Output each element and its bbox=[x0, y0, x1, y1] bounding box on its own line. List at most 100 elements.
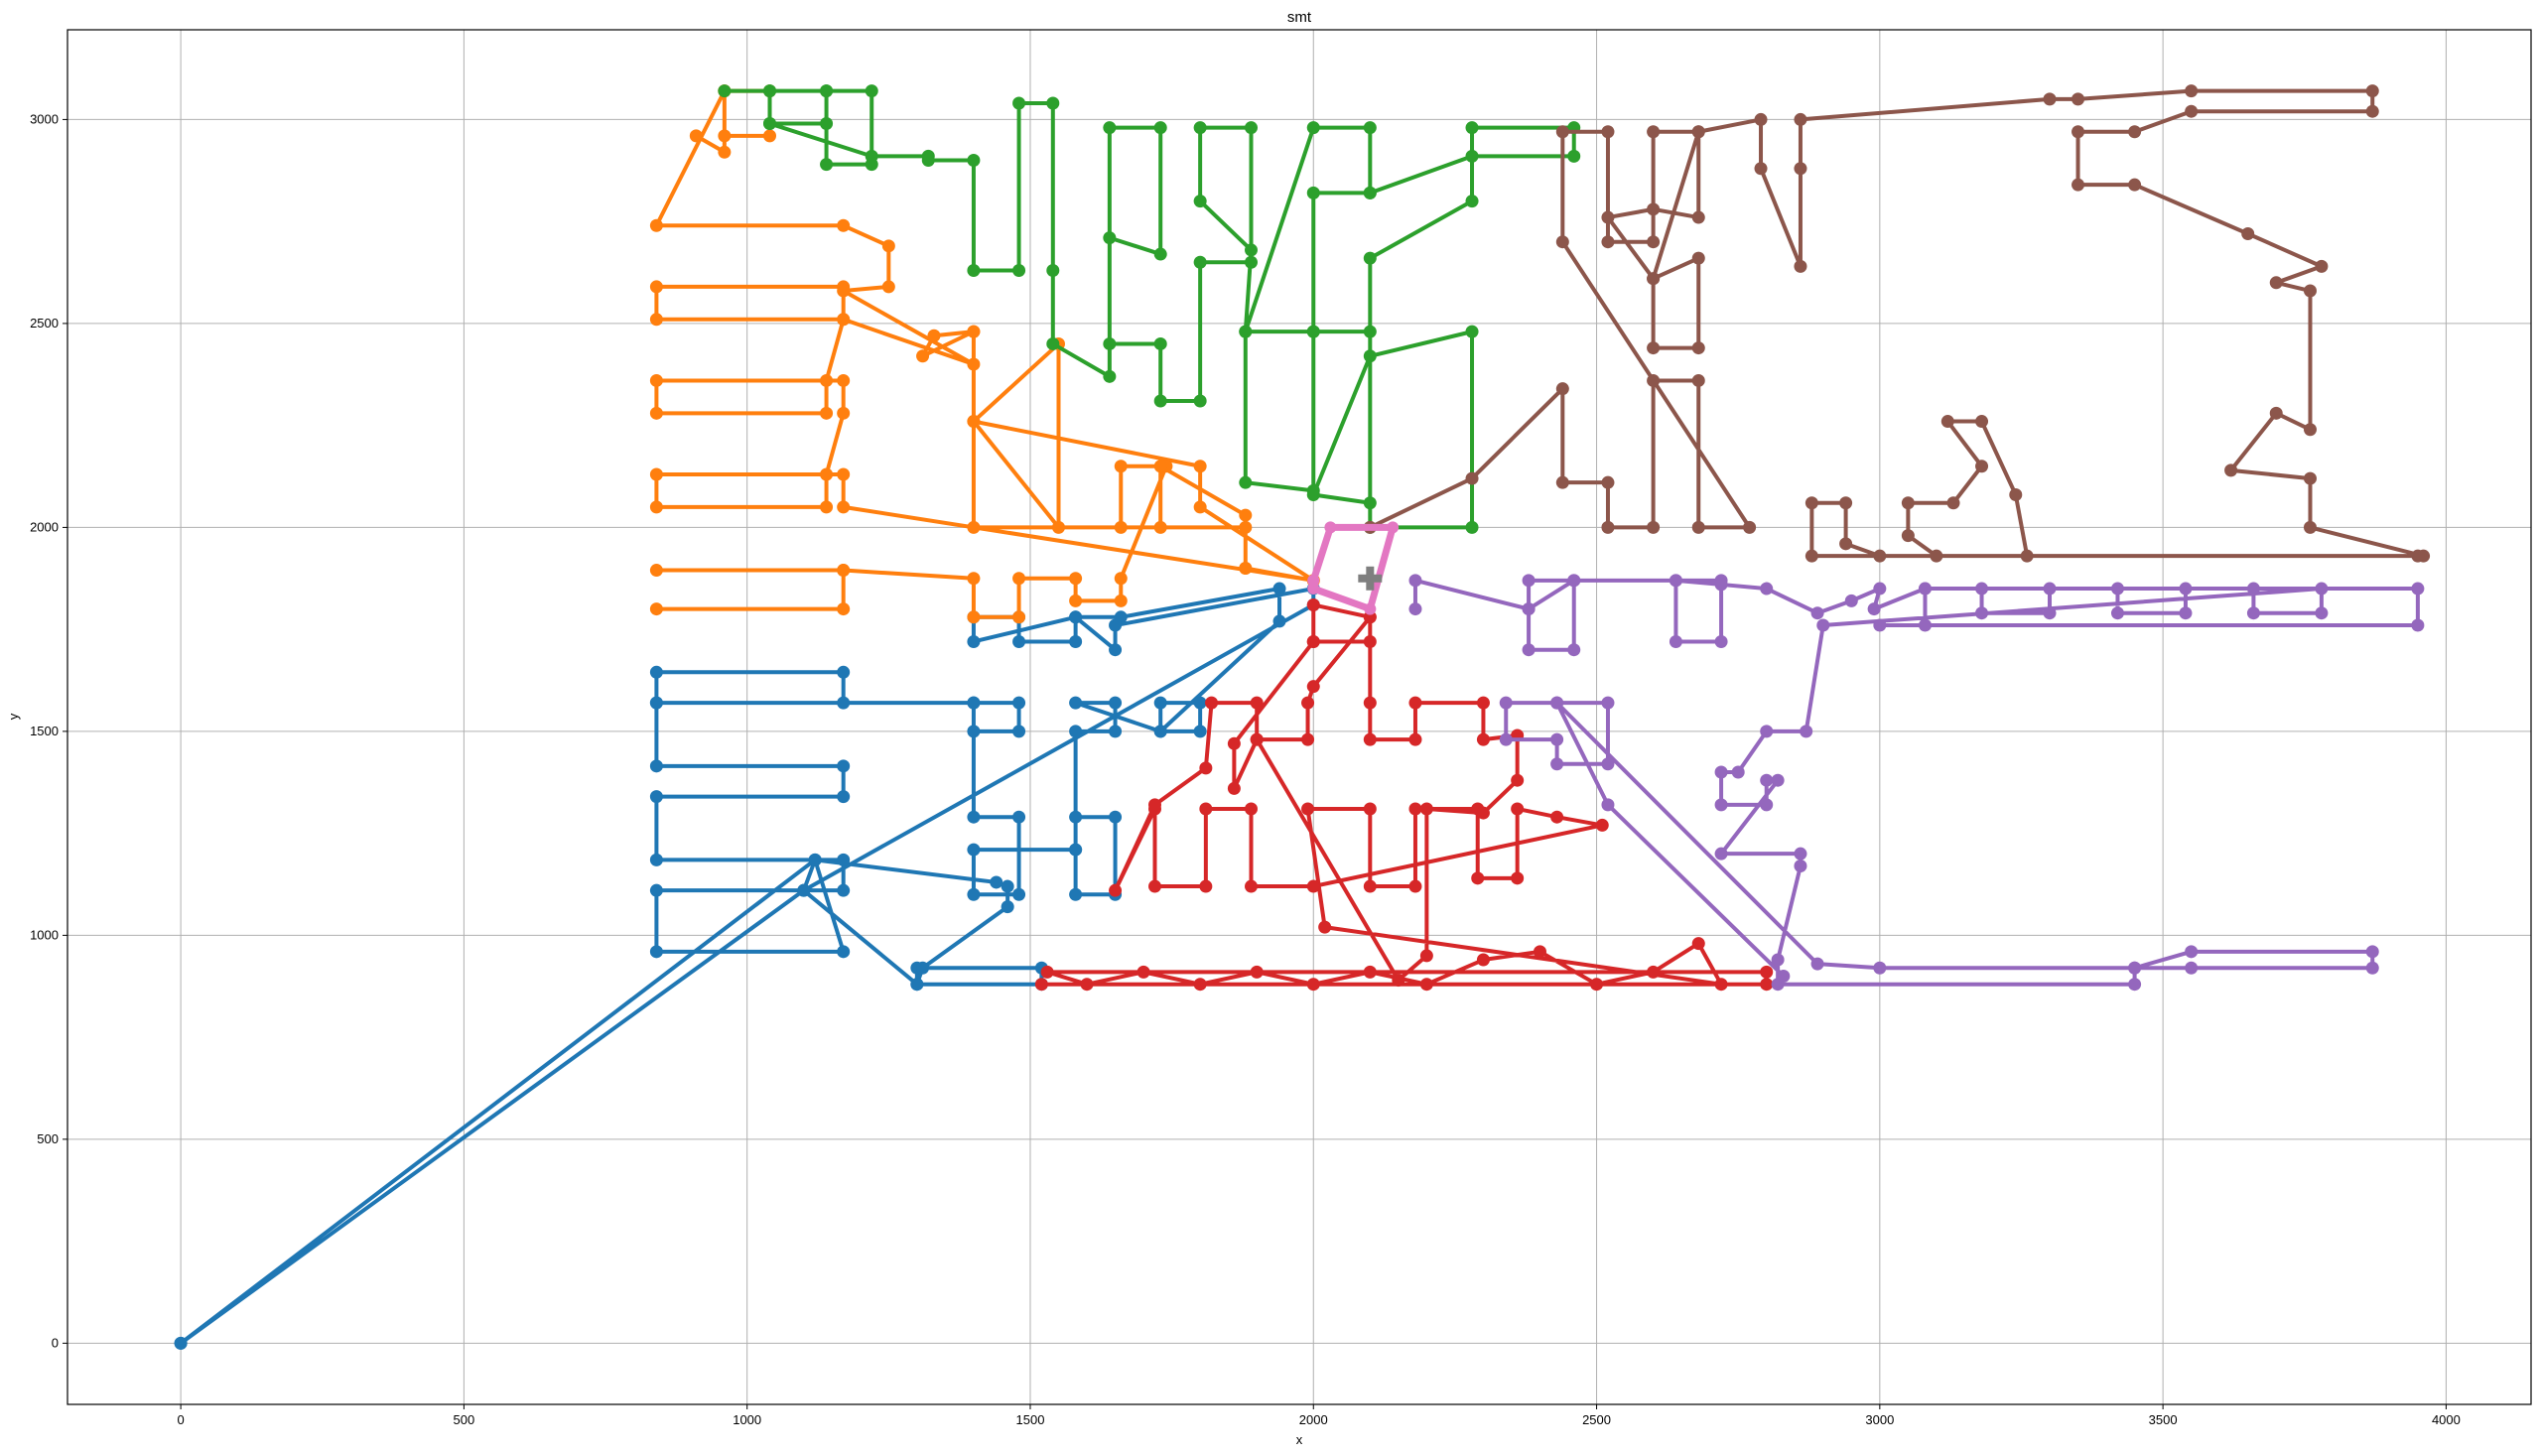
route-point bbox=[1153, 696, 1167, 710]
route-point bbox=[1754, 162, 1768, 176]
route-point bbox=[649, 500, 663, 514]
route-point bbox=[1153, 725, 1167, 738]
route-point bbox=[1731, 765, 1745, 779]
series-layer bbox=[174, 84, 2431, 1350]
route-point bbox=[1691, 251, 1705, 265]
route-point bbox=[1193, 500, 1207, 514]
route-point bbox=[1918, 582, 1932, 596]
route-point bbox=[1601, 475, 1615, 489]
route-point bbox=[1794, 162, 1807, 176]
route-point bbox=[820, 373, 834, 387]
route-point bbox=[1306, 597, 1320, 611]
route-point bbox=[763, 84, 777, 98]
route-point bbox=[1199, 761, 1213, 775]
route-point bbox=[1714, 634, 1728, 648]
route-point bbox=[820, 406, 834, 420]
route-point bbox=[1199, 802, 1213, 816]
route-point bbox=[1794, 112, 1807, 126]
route-point bbox=[1227, 781, 1241, 795]
route-point bbox=[1103, 121, 1117, 135]
route-point bbox=[967, 610, 981, 624]
route-point bbox=[1069, 887, 1083, 901]
route-point bbox=[1873, 582, 1887, 596]
route-point bbox=[837, 883, 851, 897]
route-point bbox=[1760, 965, 1774, 979]
route-point bbox=[2269, 406, 2283, 420]
route-point bbox=[1012, 725, 1026, 738]
route-point bbox=[1647, 272, 1661, 286]
route-point bbox=[1012, 810, 1026, 824]
route-point bbox=[1324, 521, 1337, 534]
route-point bbox=[1193, 460, 1207, 473]
route-point bbox=[1363, 349, 1377, 363]
route-point bbox=[1012, 887, 1026, 901]
route-point bbox=[649, 853, 663, 866]
route-point bbox=[2185, 104, 2199, 118]
route-point bbox=[718, 84, 732, 98]
route-point bbox=[1148, 798, 1162, 812]
route-point bbox=[1794, 847, 1807, 860]
route-point bbox=[1103, 336, 1117, 350]
route-point bbox=[2246, 606, 2260, 620]
route-point bbox=[1590, 978, 1604, 992]
route-point bbox=[1804, 496, 1818, 510]
route-point bbox=[967, 357, 981, 371]
route-point bbox=[1714, 765, 1728, 779]
route-point bbox=[649, 883, 663, 897]
route-point bbox=[1601, 125, 1615, 139]
route-point bbox=[1040, 965, 1054, 979]
route-point bbox=[1647, 125, 1661, 139]
route-point bbox=[2179, 582, 2193, 596]
route-point bbox=[990, 875, 1003, 889]
route-point bbox=[1647, 341, 1661, 355]
route-point bbox=[1363, 496, 1377, 510]
route-point bbox=[2241, 226, 2255, 240]
route-point bbox=[1245, 121, 1259, 135]
route-point bbox=[1743, 520, 1757, 534]
route-point bbox=[1306, 325, 1320, 338]
route-point bbox=[1012, 610, 1026, 624]
route-point bbox=[865, 84, 878, 98]
route-point bbox=[1193, 978, 1207, 992]
route-point bbox=[1069, 634, 1083, 648]
route-point bbox=[1601, 210, 1615, 224]
route-point bbox=[1306, 680, 1320, 694]
route-point bbox=[1522, 643, 1536, 657]
route-point bbox=[1511, 802, 1525, 816]
y-axis-label: y bbox=[6, 713, 21, 720]
route-point bbox=[967, 843, 981, 857]
route-point bbox=[837, 759, 851, 773]
route-point bbox=[1199, 879, 1213, 893]
route-point bbox=[808, 853, 822, 866]
route-point bbox=[2365, 961, 2379, 975]
route-point bbox=[837, 218, 851, 232]
route-point bbox=[1550, 757, 1564, 771]
route-point bbox=[718, 129, 732, 143]
route-point bbox=[1193, 394, 1207, 408]
route-point bbox=[1408, 732, 1422, 746]
route-point bbox=[2365, 945, 2379, 959]
route-point bbox=[1153, 336, 1167, 350]
route-point bbox=[2128, 961, 2142, 975]
route-point bbox=[916, 961, 930, 975]
route-point bbox=[2043, 582, 2057, 596]
route-point bbox=[2128, 978, 2142, 992]
route-point bbox=[1601, 235, 1615, 249]
plot-frame bbox=[67, 29, 2532, 1405]
route-line-3 bbox=[1039, 602, 1769, 987]
y-tick-labels: 0 500 1000 1500 2000 2500 3000 bbox=[30, 111, 67, 1350]
route-point bbox=[1227, 736, 1241, 750]
route-point bbox=[1873, 549, 1887, 563]
route-point bbox=[1245, 243, 1259, 257]
route-point bbox=[967, 520, 981, 534]
route-point bbox=[1153, 394, 1167, 408]
route-point bbox=[1153, 121, 1167, 135]
route-point bbox=[1499, 696, 1513, 710]
route-point bbox=[2411, 549, 2425, 563]
route-point bbox=[2043, 92, 2057, 106]
route-point bbox=[837, 602, 851, 616]
route-point bbox=[1499, 732, 1513, 746]
y-tick-label: 2000 bbox=[30, 519, 59, 534]
route-point bbox=[649, 665, 663, 679]
route-point bbox=[1109, 810, 1123, 824]
